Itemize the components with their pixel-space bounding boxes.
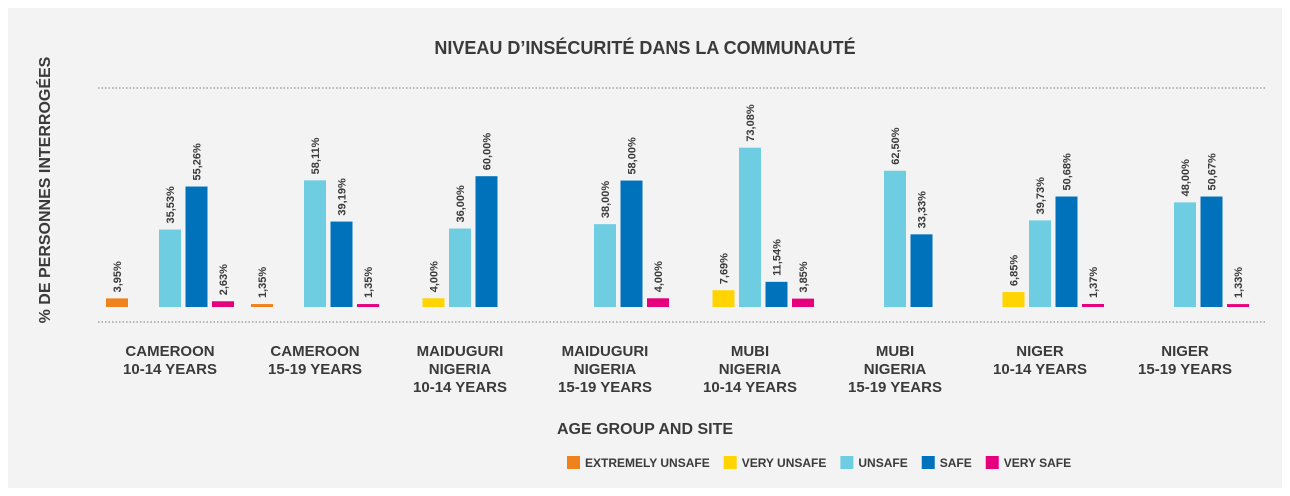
x-tick-label: MUBI xyxy=(876,343,914,360)
value-label: 36,00% xyxy=(455,185,467,223)
legend-swatch xyxy=(840,456,854,469)
bar xyxy=(1029,220,1051,307)
x-tick-label: NIGER xyxy=(1161,343,1209,360)
value-label: 4,00% xyxy=(653,261,665,292)
x-tick-label: 10-14 YEARS xyxy=(123,361,217,378)
bar xyxy=(159,229,181,307)
bar xyxy=(620,180,643,307)
bar xyxy=(185,186,208,307)
x-tick-label: CAMEROON xyxy=(125,343,214,360)
bar xyxy=(1082,304,1104,307)
value-label: 1,35% xyxy=(257,267,269,298)
bar xyxy=(792,298,814,307)
bar xyxy=(910,234,933,307)
bar xyxy=(765,281,788,307)
value-label: 39,73% xyxy=(1035,177,1047,215)
x-tick-label: 10-14 YEARS xyxy=(993,361,1087,378)
bar xyxy=(449,228,471,307)
legend-label: EXTREMELY UNSAFE xyxy=(585,456,710,470)
legend-label: UNSAFE xyxy=(858,456,907,470)
bar xyxy=(475,176,498,307)
value-label: 39,19% xyxy=(337,178,349,216)
y-axis-label: % DE PERSONNES INTERROGÉES xyxy=(35,56,54,323)
value-label: 50,68% xyxy=(1062,153,1074,191)
value-label: 62,50% xyxy=(890,127,902,165)
value-label: 1,35% xyxy=(363,267,375,298)
value-label: 58,00% xyxy=(627,137,639,175)
x-tick-label: 10-14 YEARS xyxy=(703,379,797,396)
value-label: 35,53% xyxy=(165,186,177,224)
value-label: 60,00% xyxy=(482,133,494,171)
bar xyxy=(330,221,353,307)
x-tick-label: NIGER xyxy=(1016,343,1064,360)
bar xyxy=(884,170,906,307)
x-tick-label: 15-19 YEARS xyxy=(1138,361,1232,378)
value-label: 58,11% xyxy=(310,137,322,174)
bar xyxy=(1055,196,1078,307)
bar xyxy=(1174,202,1196,307)
legend-label: VERY SAFE xyxy=(1004,456,1071,470)
legend-label: SAFE xyxy=(940,456,972,470)
value-label: 1,37% xyxy=(1088,267,1100,298)
value-label: 4,00% xyxy=(429,261,441,292)
legend-label: VERY UNSAFE xyxy=(742,456,827,470)
bar xyxy=(1002,292,1025,307)
x-tick-label: NIGERIA xyxy=(429,361,492,378)
legend-swatch xyxy=(567,456,580,469)
bar xyxy=(647,298,669,307)
value-label: 3,85% xyxy=(798,261,810,292)
chart-title: NIVEAU D’INSÉCURITÉ DANS LA COMMUNAUTÉ xyxy=(434,37,855,58)
bar xyxy=(304,180,326,307)
value-label: 6,85% xyxy=(1009,255,1021,286)
x-tick-label: MAIDUGURI xyxy=(417,343,504,360)
value-label: 38,00% xyxy=(600,181,612,219)
x-tick-label: 15-19 YEARS xyxy=(848,379,942,396)
bar xyxy=(106,298,128,307)
bar xyxy=(739,147,761,307)
value-label: 55,26% xyxy=(192,143,204,181)
bar xyxy=(357,304,379,307)
bar xyxy=(1200,196,1223,307)
legend-swatch xyxy=(723,456,737,469)
legend-swatch xyxy=(921,456,935,469)
value-label: 11,54% xyxy=(772,239,784,276)
x-tick-label: 10-14 YEARS xyxy=(413,379,507,396)
x-tick-label: 15-19 YEARS xyxy=(268,361,362,378)
value-label: 7,69% xyxy=(719,253,731,284)
x-axis-label: AGE GROUP AND SITE xyxy=(557,421,733,438)
x-tick-label: NIGERIA xyxy=(574,361,637,378)
legend-swatch xyxy=(985,456,999,469)
x-tick-label: MUBI xyxy=(731,343,769,360)
bar xyxy=(1227,304,1249,307)
value-label: 50,67% xyxy=(1207,153,1219,191)
bar xyxy=(712,290,735,307)
bar xyxy=(212,301,234,307)
bar xyxy=(594,224,616,307)
bar xyxy=(422,298,445,307)
x-tick-label: CAMEROON xyxy=(270,343,359,360)
value-label: 33,33% xyxy=(917,191,929,229)
x-tick-label: NIGERIA xyxy=(864,361,927,378)
value-label: 1,33% xyxy=(1233,267,1245,298)
x-tick-label: NIGERIA xyxy=(719,361,782,378)
x-tick-label: 15-19 YEARS xyxy=(558,379,652,396)
value-label: 2,63% xyxy=(218,264,230,295)
x-tick-label: MAIDUGURI xyxy=(562,343,649,360)
bar xyxy=(251,304,273,307)
value-label: 3,95% xyxy=(112,261,124,292)
value-label: 48,00% xyxy=(1180,159,1192,197)
value-label: 73,08% xyxy=(745,104,757,142)
